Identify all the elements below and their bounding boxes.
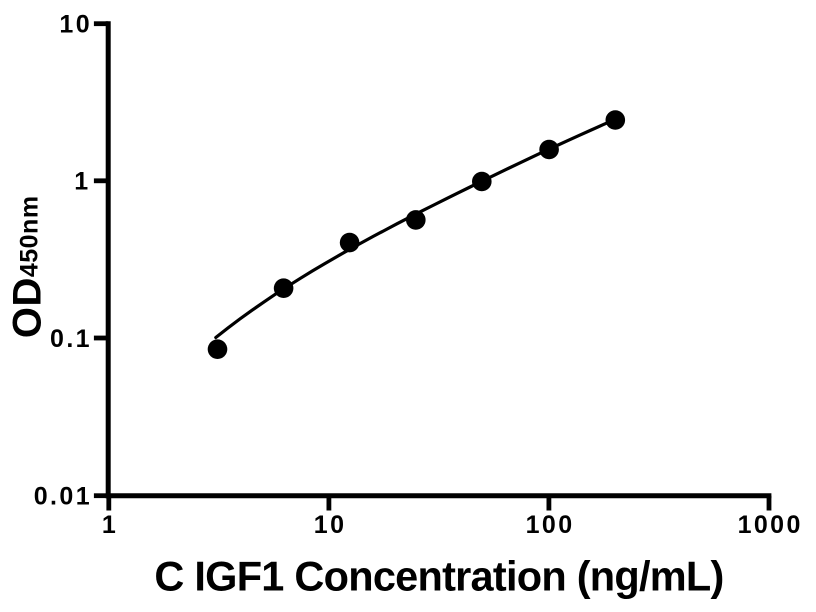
svg-text:0.1: 0.1 bbox=[50, 325, 92, 353]
svg-text:1: 1 bbox=[102, 511, 118, 539]
svg-text:0.01: 0.01 bbox=[34, 483, 92, 511]
svg-text:100: 100 bbox=[526, 511, 575, 539]
svg-text:C IGF1 Concentration (ng/mL): C IGF1 Concentration (ng/mL) bbox=[154, 553, 723, 600]
svg-text:1000: 1000 bbox=[738, 511, 803, 539]
svg-text:1: 1 bbox=[74, 168, 90, 196]
svg-text:10: 10 bbox=[59, 11, 92, 39]
svg-text:10: 10 bbox=[314, 511, 347, 539]
